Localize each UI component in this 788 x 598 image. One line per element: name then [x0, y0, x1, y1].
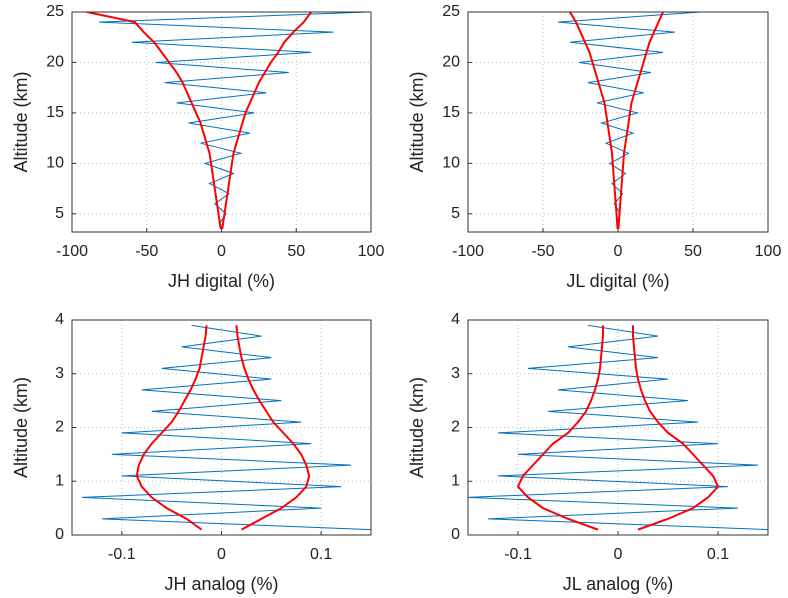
x-tick-label: 0 — [217, 546, 226, 563]
profile-line — [468, 324, 768, 531]
x-tick-label: 0 — [614, 243, 623, 260]
y-tick-label: 15 — [442, 104, 460, 121]
y-tick-label: 25 — [46, 3, 64, 20]
profile-line — [617, 12, 664, 230]
y-tick-label: 1 — [451, 472, 460, 489]
x-tick-label: 100 — [755, 243, 782, 260]
x-tick-label: 50 — [287, 243, 305, 260]
x-axis-label: JL digital (%) — [566, 271, 669, 291]
y-axis-label: Altitude (km) — [11, 377, 31, 478]
profile-line — [221, 12, 313, 230]
y-tick-label: 20 — [46, 54, 64, 71]
x-tick-label: -0.1 — [108, 546, 136, 563]
profile-line — [98, 12, 369, 230]
profile-line — [135, 325, 208, 531]
axes-frame — [71, 319, 372, 536]
y-tick-label: 2 — [451, 419, 460, 436]
x-axis-label: JL analog (%) — [563, 574, 673, 594]
profile-line — [569, 12, 619, 230]
x-tick-label: 50 — [684, 243, 702, 260]
profile-line — [235, 325, 311, 531]
y-tick-label: 4 — [451, 311, 460, 328]
x-tick-label: 0.1 — [707, 546, 729, 563]
x-tick-label: 100 — [358, 243, 385, 260]
y-tick-label: 0 — [55, 526, 64, 543]
x-tick-label: 0 — [217, 243, 226, 260]
y-tick-label: 4 — [55, 311, 64, 328]
profile-line — [81, 324, 371, 531]
x-tick-label: -100 — [452, 243, 484, 260]
y-axis-label: Altitude (km) — [407, 71, 427, 172]
y-tick-label: 3 — [55, 365, 64, 382]
x-tick-label: 0 — [614, 546, 623, 563]
y-axis-label: Altitude (km) — [407, 377, 427, 478]
y-tick-label: 0 — [451, 526, 460, 543]
axes-frame — [467, 319, 769, 536]
y-tick-label: 1 — [55, 472, 64, 489]
x-axis-label: JH analog (%) — [164, 574, 278, 594]
y-tick-label: 3 — [451, 365, 460, 382]
y-axis-label: Altitude (km) — [11, 71, 31, 172]
profile-line — [632, 325, 720, 531]
y-tick-label: 20 — [442, 54, 460, 71]
y-tick-label: 25 — [442, 3, 460, 20]
x-tick-label: -100 — [56, 243, 88, 260]
x-tick-label: -50 — [135, 243, 158, 260]
subplot: -0.1 0 0.1 0 1 2 3 4 JH analog (%) Altitude (km) — [11, 311, 372, 594]
subplot: -0.1 0 0.1 0 1 2 3 4 JL analog (%) Altitude (km) — [407, 311, 769, 594]
subplot: -100 -50 0 50 100 5 10 15 20 25 JH digital (%) Alti… — [11, 3, 385, 291]
profile-line — [516, 325, 604, 531]
x-axis-label: JH digital (%) — [168, 271, 275, 291]
y-tick-label: 15 — [46, 104, 64, 121]
axes-frame — [71, 11, 372, 233]
y-tick-label: 5 — [55, 205, 64, 222]
y-tick-label: 2 — [55, 419, 64, 436]
axes-frame — [467, 11, 769, 233]
y-tick-label: 10 — [442, 155, 460, 172]
x-tick-label: -50 — [531, 243, 554, 260]
y-tick-label: 10 — [46, 155, 64, 172]
y-tick-label: 5 — [451, 205, 460, 222]
x-tick-label: 0.1 — [310, 546, 332, 563]
profile-line — [86, 12, 222, 230]
x-tick-label: -0.1 — [504, 546, 532, 563]
subplot: -100 -50 0 50 100 5 10 15 20 25 JL digital (%) Alti… — [407, 3, 782, 291]
